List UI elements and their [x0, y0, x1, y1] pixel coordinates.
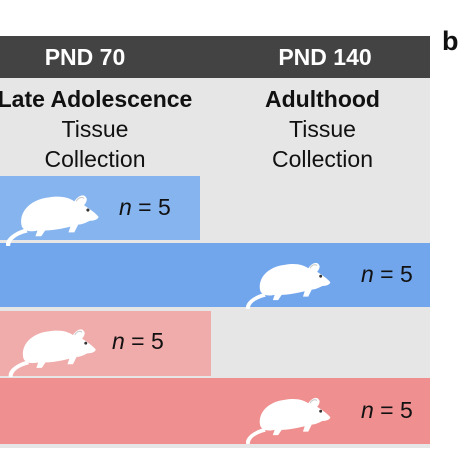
header-pnd140: PND 140	[278, 44, 372, 70]
rat-icon	[0, 313, 106, 377]
group-n-label: n = 5	[361, 397, 413, 423]
header-pnd70: PND 70	[44, 44, 126, 70]
group-n-label: n = 5	[112, 328, 164, 354]
stage-line-1: Tissue	[289, 116, 356, 142]
stage-title: Late Adolescence	[0, 86, 193, 112]
group-bar-2	[0, 243, 430, 307]
stage-line-1: Tissue	[61, 116, 129, 142]
group-n-label: n = 5	[361, 261, 413, 287]
stage-adulthood: Adulthood Tissue Collection	[215, 84, 430, 174]
rat-icon	[0, 178, 106, 246]
group-bar-4	[0, 378, 430, 444]
rat-icon	[232, 247, 342, 309]
stage-title: Adulthood	[265, 86, 380, 112]
timeline-header-bar	[0, 36, 430, 78]
stage-line-2: Collection	[272, 146, 373, 172]
panel-label: b	[442, 26, 459, 56]
rat-icon	[232, 382, 342, 444]
group-n-label: n = 5	[119, 194, 171, 220]
stage-late-adolescence: Late Adolescence Tissue Collection	[0, 84, 250, 174]
stage-line-2: Collection	[44, 146, 146, 172]
